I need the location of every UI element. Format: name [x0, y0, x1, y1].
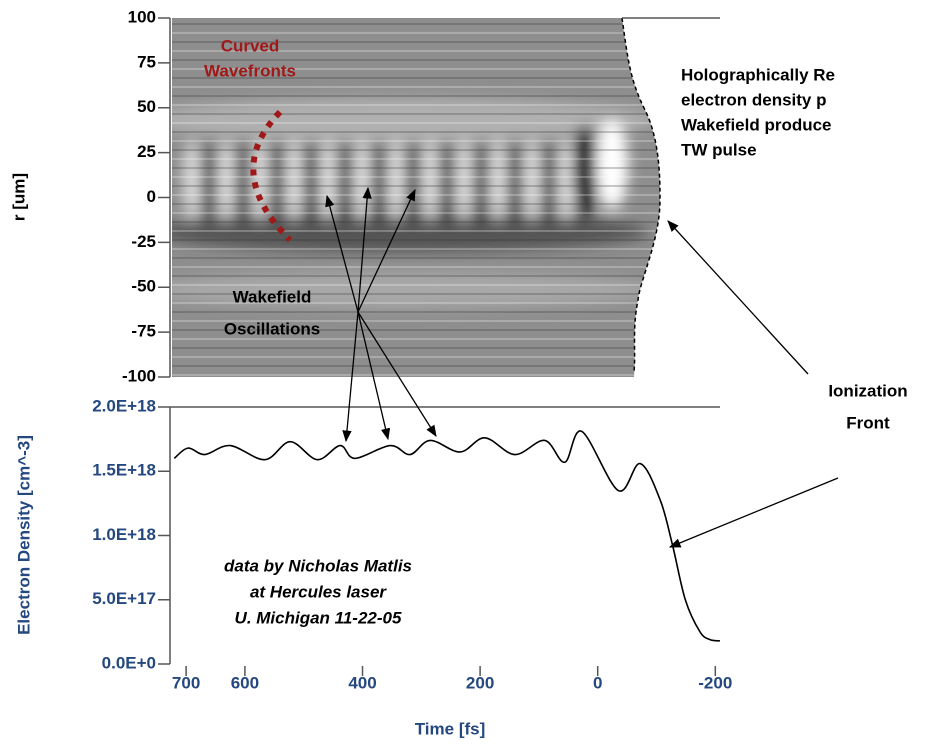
texture — [596, 120, 628, 210]
annotation: Ionization — [828, 381, 907, 400]
annotation: Wavefronts — [204, 61, 296, 80]
y-tick-label: 0 — [147, 187, 156, 206]
arrow — [357, 188, 416, 313]
texture — [337, 142, 353, 222]
y-tick-label: 1.5E+18 — [92, 461, 156, 480]
texture — [172, 98, 660, 142]
x-tick-label: -200 — [698, 673, 732, 692]
annotation: U. Michigan 11-22-05 — [235, 608, 402, 627]
annotation: Front — [846, 413, 890, 432]
x-tick-label: 0 — [593, 673, 602, 692]
texture — [285, 140, 303, 220]
annotation: Curved — [221, 36, 280, 55]
texture — [319, 140, 337, 220]
texture — [201, 142, 217, 222]
arrows — [325, 186, 839, 548]
texture — [473, 142, 489, 222]
arrow — [668, 477, 839, 548]
curved-wavefront-marker — [250, 109, 293, 243]
texture — [507, 142, 523, 222]
arrow — [357, 311, 391, 441]
texture — [541, 142, 557, 222]
x-axis-title: Time [fs] — [415, 719, 486, 738]
arrow — [357, 186, 372, 313]
arrow — [357, 311, 437, 437]
annotation: Oscillations — [224, 319, 320, 338]
annotation: Holographically Re — [681, 65, 835, 84]
arrow — [342, 311, 359, 443]
texture — [353, 140, 371, 220]
y-tick-label: -100 — [122, 366, 156, 385]
y-tick-label: 50 — [137, 97, 156, 116]
texture — [405, 142, 421, 222]
texture — [172, 272, 660, 308]
density-line — [173, 430, 721, 642]
y-tick-label: 100 — [128, 7, 156, 26]
y-tick-label: -50 — [131, 277, 156, 296]
texture — [387, 140, 405, 220]
y-axis-title: r [um] — [9, 173, 28, 221]
x-tick-label: 600 — [231, 673, 259, 692]
texture — [183, 140, 201, 220]
texture — [217, 140, 235, 220]
arrow — [325, 194, 359, 313]
texture — [371, 142, 387, 222]
texture — [439, 142, 455, 222]
y-tick-label: 0.0E+0 — [102, 653, 156, 672]
y-tick-label: 25 — [137, 142, 156, 161]
y-tick-label: 5.0E+17 — [92, 589, 156, 608]
texture — [489, 140, 507, 220]
x-tick-label: 200 — [466, 673, 494, 692]
y-tick-label: -25 — [131, 232, 156, 251]
x-tick-label: 700 — [172, 673, 200, 692]
annotation: Wakefield — [233, 287, 312, 306]
annotation: TW pulse — [681, 140, 757, 159]
texture — [235, 142, 251, 222]
annotation: Wakefield produce — [681, 115, 832, 134]
texture — [573, 125, 597, 215]
texture — [455, 140, 473, 220]
y-axis-title: Electron Density [cm^-3] — [14, 435, 33, 635]
texture — [523, 140, 541, 220]
texture — [421, 140, 439, 220]
texture — [303, 142, 319, 222]
arrow — [667, 220, 809, 375]
y-tick-label: -75 — [131, 322, 156, 341]
y-tick-label: 75 — [137, 52, 156, 71]
annotation: at Hercules laser — [250, 582, 387, 601]
ionization-front-curve — [621, 17, 661, 373]
texture — [269, 142, 285, 222]
y-tick-label: 2.0E+18 — [92, 396, 156, 415]
annotation: data by Nicholas Matlis — [224, 556, 412, 575]
x-tick-label: 400 — [348, 673, 376, 692]
y-tick-label: 1.0E+18 — [92, 525, 156, 544]
annotation: electron density p — [681, 90, 826, 109]
texture — [557, 140, 575, 220]
